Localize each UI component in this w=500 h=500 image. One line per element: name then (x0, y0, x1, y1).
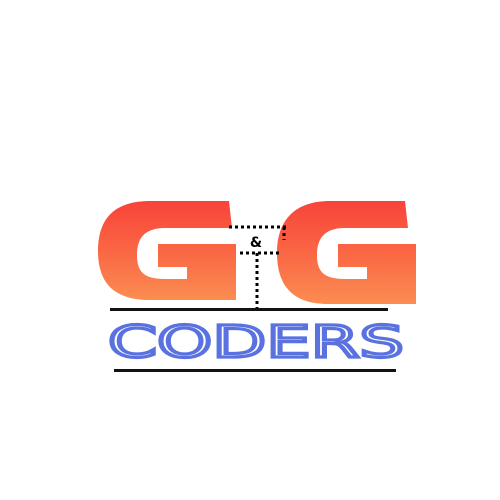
dotted-connector (229, 225, 286, 308)
left-g-letter (98, 201, 236, 300)
top-rule (110, 308, 388, 311)
right-g-letter (277, 201, 416, 304)
ampersand-mark: & (250, 235, 262, 251)
coders-wordmark: CODERS (108, 317, 404, 368)
bottom-rule (114, 369, 396, 372)
